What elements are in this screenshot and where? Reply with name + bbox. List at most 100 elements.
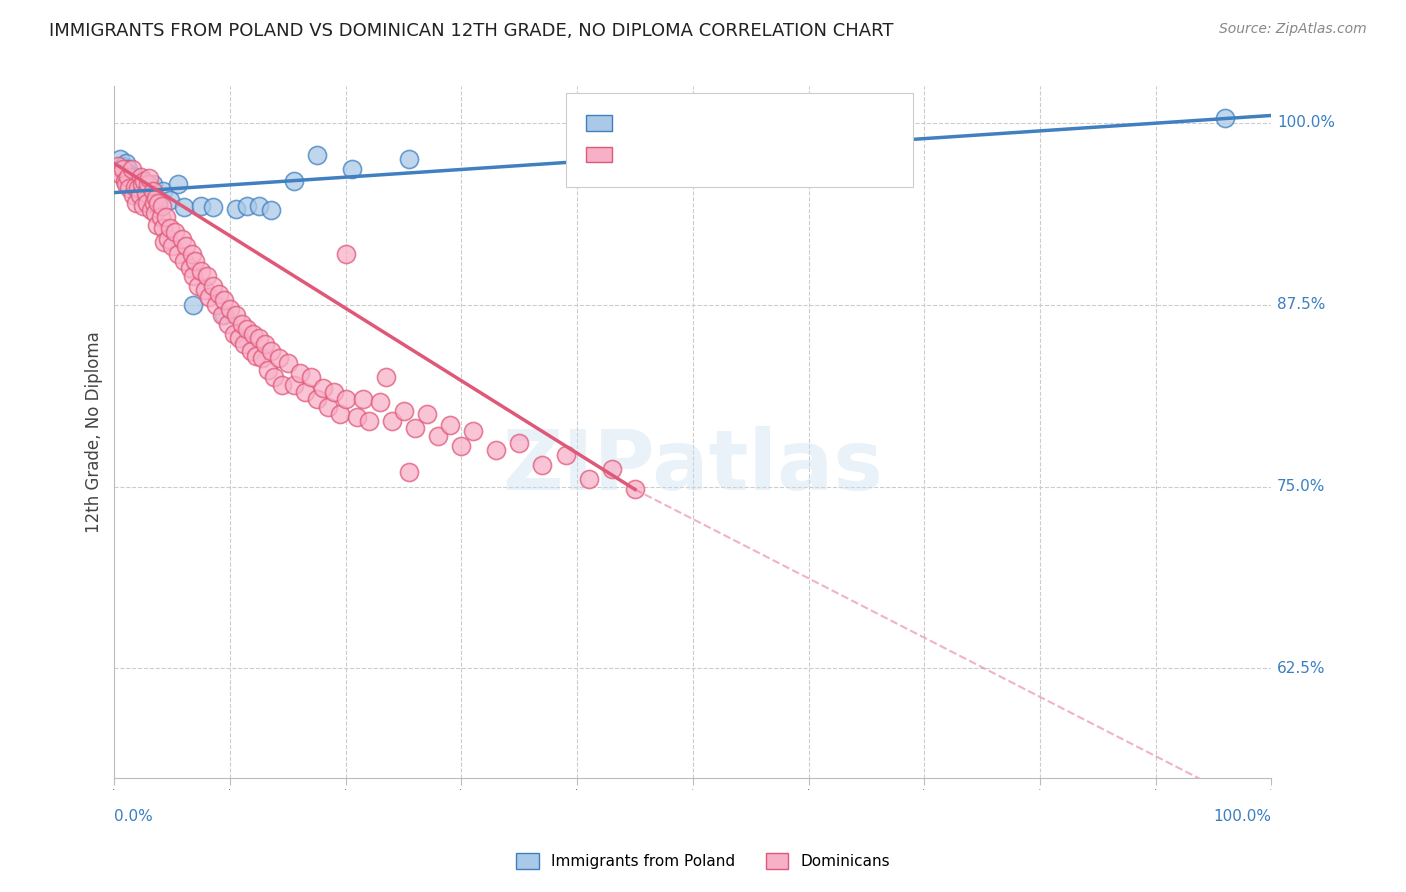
Point — [225, 202, 247, 216]
Point — [163, 225, 186, 239]
Point — [181, 268, 204, 283]
Point — [205, 298, 228, 312]
Point — [600, 462, 623, 476]
Point — [124, 179, 146, 194]
Point — [236, 199, 259, 213]
Point — [142, 177, 165, 191]
Point — [156, 232, 179, 246]
Point — [173, 254, 195, 268]
Point — [253, 337, 276, 351]
Text: ZIPatlas: ZIPatlas — [502, 426, 883, 507]
Point — [181, 246, 204, 260]
Point — [352, 392, 374, 407]
Point — [174, 239, 197, 253]
Point — [340, 162, 363, 177]
Point — [114, 174, 136, 188]
Point — [152, 184, 174, 198]
Point — [416, 407, 439, 421]
Point — [201, 200, 224, 214]
Point — [554, 448, 576, 462]
Text: Source: ZipAtlas.com: Source: ZipAtlas.com — [1219, 22, 1367, 37]
Point — [173, 200, 195, 214]
Point — [115, 156, 138, 170]
Point — [228, 331, 250, 345]
Point — [263, 370, 285, 384]
Point — [150, 199, 173, 213]
Point — [117, 169, 139, 184]
Point — [138, 171, 160, 186]
Point — [128, 188, 150, 202]
FancyBboxPatch shape — [586, 147, 612, 162]
Point — [122, 174, 145, 188]
Point — [194, 283, 217, 297]
Text: 87.5%: 87.5% — [1277, 297, 1326, 312]
Text: R =  0.390   N =  35: R = 0.390 N = 35 — [623, 113, 792, 131]
Point — [118, 181, 141, 195]
Point — [439, 418, 461, 433]
Point — [427, 428, 450, 442]
Point — [112, 162, 135, 177]
Text: R = -0.644   N = 104: R = -0.644 N = 104 — [623, 145, 797, 163]
Point — [124, 169, 146, 184]
Point — [159, 193, 181, 207]
FancyBboxPatch shape — [565, 94, 912, 186]
Point — [201, 278, 224, 293]
Point — [184, 254, 207, 268]
Point — [134, 174, 156, 188]
Point — [299, 370, 322, 384]
Point — [392, 404, 415, 418]
Point — [111, 162, 134, 177]
Point — [190, 199, 212, 213]
Point — [187, 278, 209, 293]
Point — [283, 174, 305, 188]
Point — [108, 152, 131, 166]
Point — [225, 308, 247, 322]
Point — [115, 177, 138, 191]
Point — [311, 381, 333, 395]
Point — [259, 344, 281, 359]
Point — [329, 407, 352, 421]
Point — [162, 239, 184, 253]
Point — [115, 174, 138, 188]
Point — [117, 162, 139, 177]
Point — [239, 344, 262, 359]
Point — [305, 147, 328, 161]
Point — [155, 211, 177, 225]
Point — [219, 301, 242, 316]
Point — [127, 181, 149, 195]
Point — [245, 349, 267, 363]
Point — [149, 211, 172, 225]
Text: 100.0%: 100.0% — [1277, 115, 1336, 130]
Point — [148, 195, 170, 210]
Point — [247, 199, 270, 213]
Point — [145, 191, 167, 205]
Point — [1213, 112, 1236, 126]
Point — [370, 395, 392, 409]
Point — [108, 167, 131, 181]
Point — [132, 199, 155, 213]
Point — [136, 177, 159, 191]
Point — [398, 152, 420, 166]
Point — [381, 414, 404, 428]
Point — [181, 298, 204, 312]
Point — [179, 261, 201, 276]
Point — [257, 363, 280, 377]
Point — [128, 178, 150, 193]
Point — [277, 356, 299, 370]
Point — [398, 465, 420, 479]
Point — [271, 377, 294, 392]
Point — [167, 246, 190, 260]
Point — [508, 436, 530, 450]
Point — [624, 483, 647, 497]
Point — [107, 160, 129, 174]
Point — [141, 202, 163, 217]
Point — [259, 202, 281, 217]
Point — [152, 220, 174, 235]
Point — [207, 287, 229, 301]
Point — [142, 195, 165, 210]
Point — [217, 317, 239, 331]
Point — [111, 160, 134, 174]
Y-axis label: 12th Grade, No Diploma: 12th Grade, No Diploma — [86, 331, 103, 533]
Point — [195, 268, 218, 283]
Point — [135, 195, 157, 210]
